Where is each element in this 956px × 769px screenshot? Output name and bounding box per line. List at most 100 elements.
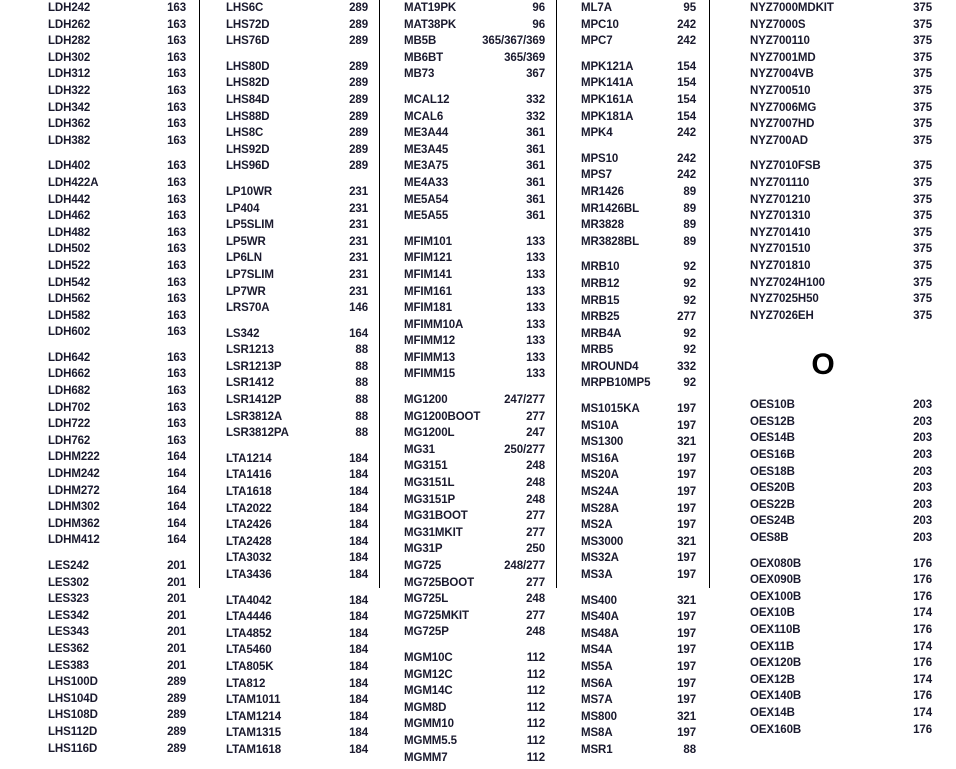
index-entry-row[interactable]: ME3A44 361: [404, 128, 557, 145]
index-entry-row[interactable]: MPK4 242: [581, 128, 710, 145]
index-entry-row[interactable]: NYZ7001MD 375: [750, 52, 956, 70]
index-entry-row[interactable]: LDH312 163: [48, 69, 200, 86]
index-entry-row[interactable]: LDH402 163: [48, 161, 200, 178]
index-entry-row[interactable]: LDH522 163: [48, 260, 200, 278]
index-entry-row[interactable]: LHS116D 289: [48, 743, 200, 761]
index-entry-row[interactable]: OEX140B 176: [750, 691, 956, 708]
index-entry-row[interactable]: LDHM242 164: [48, 469, 200, 486]
index-entry-row[interactable]: MS3000 321: [581, 536, 710, 554]
index-entry-row[interactable]: LHS6C 289: [226, 2, 380, 20]
index-entry-row[interactable]: LSR3812A 88: [226, 411, 380, 429]
index-entry-row[interactable]: MG31MKIT 277: [404, 527, 557, 545]
index-entry-row[interactable]: MGM10C 112: [404, 652, 557, 670]
index-entry-row[interactable]: LSR1412P 88: [226, 395, 380, 412]
index-entry-row[interactable]: MPK141A 154: [581, 78, 710, 95]
index-entry-row[interactable]: LDH322 163: [48, 85, 200, 103]
index-entry-row[interactable]: LTA812 184: [226, 678, 380, 696]
index-entry-row[interactable]: MS1300 321: [581, 437, 710, 454]
index-entry-row[interactable]: MG725 248/277: [404, 560, 557, 578]
index-entry-row[interactable]: OES8B 203: [750, 533, 956, 550]
index-entry-row[interactable]: LHS96D 289: [226, 161, 380, 178]
index-entry-row[interactable]: MFIMM13 133: [404, 352, 557, 370]
index-entry-row[interactable]: MG31 250/277: [404, 444, 557, 462]
index-entry-row[interactable]: MPK161A 154: [581, 94, 710, 112]
index-entry-row[interactable]: LHS100D 289: [48, 677, 200, 694]
index-entry-row[interactable]: LP5SLIM 231: [226, 220, 380, 237]
index-entry-row[interactable]: LSR1213 88: [226, 345, 380, 362]
index-entry-row[interactable]: LHS8C 289: [226, 128, 380, 145]
index-entry-row[interactable]: MCAL12 332: [404, 94, 557, 112]
index-entry-row[interactable]: LTA1214 184: [226, 453, 380, 471]
index-entry-row[interactable]: MPS7 242: [581, 170, 710, 187]
index-entry-row[interactable]: LDH382 163: [48, 135, 200, 153]
index-entry-row[interactable]: MG725BOOT 277: [404, 577, 557, 595]
index-entry-row[interactable]: MS16A 197: [581, 453, 710, 471]
index-entry-row[interactable]: MFIM181 133: [404, 303, 557, 320]
index-entry-row[interactable]: OES14B 203: [750, 433, 956, 450]
index-entry-row[interactable]: MFIM141 133: [404, 269, 557, 287]
index-entry-row[interactable]: MPK181A 154: [581, 111, 710, 129]
index-entry-row[interactable]: MS800 321: [581, 711, 710, 729]
index-entry-row[interactable]: LES383 201: [48, 660, 200, 678]
index-entry-row[interactable]: LDH642 163: [48, 352, 200, 370]
index-entry-row[interactable]: MRB5 92: [581, 345, 710, 362]
index-entry-row[interactable]: MS8A 197: [581, 728, 710, 745]
index-entry-row[interactable]: OES24B 203: [750, 516, 956, 533]
index-entry-row[interactable]: LHS92D 289: [226, 144, 380, 162]
index-entry-row[interactable]: MRB12 92: [581, 278, 710, 296]
index-entry-row[interactable]: ME3A75 361: [404, 161, 557, 178]
index-entry-row[interactable]: NYZ7000S 375: [750, 19, 956, 37]
index-entry-row[interactable]: OES18B 203: [750, 466, 956, 484]
index-entry-row[interactable]: OES12B 203: [750, 416, 956, 434]
index-entry-row[interactable]: NYZ700AD 375: [750, 135, 956, 153]
index-entry-row[interactable]: MS1015KA 197: [581, 404, 710, 421]
index-entry-row[interactable]: NYZ701410 375: [750, 227, 956, 245]
index-entry-row[interactable]: MAT38PK 96: [404, 19, 557, 37]
index-entry-row[interactable]: LDH422A 163: [48, 177, 200, 195]
index-entry-row[interactable]: LTA2426 184: [226, 520, 380, 537]
index-entry-row[interactable]: MS20A 197: [581, 470, 710, 487]
index-entry-row[interactable]: LDH722 163: [48, 419, 200, 436]
index-entry-row[interactable]: MS400 321: [581, 595, 710, 613]
index-entry-row[interactable]: LHS82D 289: [226, 78, 380, 95]
index-entry-row[interactable]: LTAM1011 184: [226, 695, 380, 712]
index-entry-row[interactable]: MG1200BOOT 277: [404, 411, 557, 429]
index-entry-row[interactable]: NYZ7025H50 375: [750, 294, 956, 311]
index-entry-row[interactable]: MG31BOOT 277: [404, 511, 557, 528]
index-entry-row[interactable]: NYZ700510 375: [750, 85, 956, 103]
index-entry-row[interactable]: MPK121A 154: [581, 61, 710, 79]
index-entry-row[interactable]: LP5WR 231: [226, 236, 380, 254]
index-entry-row[interactable]: MG725L 248: [404, 594, 557, 611]
index-entry-row[interactable]: OEX10B 174: [750, 608, 956, 625]
index-entry-row[interactable]: MG1200L 247: [404, 428, 557, 445]
index-entry-row[interactable]: LTA2428 184: [226, 536, 380, 554]
index-entry-row[interactable]: MB5B 365/367/369: [404, 36, 557, 53]
index-entry-row[interactable]: LDH262 163: [48, 19, 200, 37]
index-entry-row[interactable]: LTA3032 184: [226, 553, 380, 570]
index-entry-row[interactable]: NYZ7000MDKIT 375: [750, 2, 956, 20]
index-entry-row[interactable]: OES16B 203: [750, 450, 956, 467]
index-entry-row[interactable]: NYZ700110 375: [750, 36, 956, 53]
index-entry-row[interactable]: LDH582 163: [48, 310, 200, 328]
index-entry-row[interactable]: MFIM121 133: [404, 253, 557, 270]
index-entry-row[interactable]: MFIMM10A 133: [404, 319, 557, 337]
index-entry-row[interactable]: LSR1213P 88: [226, 361, 380, 379]
index-entry-row[interactable]: LTA3436 184: [226, 569, 380, 587]
index-entry-row[interactable]: LES302 201: [48, 577, 200, 595]
index-entry-row[interactable]: OEX160B 176: [750, 724, 956, 742]
index-entry-row[interactable]: NYZ7007HD 375: [750, 119, 956, 136]
index-entry-row[interactable]: LDH562 163: [48, 294, 200, 311]
index-entry-row[interactable]: LES342 201: [48, 610, 200, 628]
index-entry-row[interactable]: LTAM1618 184: [226, 744, 380, 762]
index-entry-row[interactable]: LHS88D 289: [226, 111, 380, 129]
index-entry-row[interactable]: OES22B 203: [750, 499, 956, 517]
index-entry-row[interactable]: LDH542 163: [48, 277, 200, 295]
index-entry-row[interactable]: LDH242 163: [48, 2, 200, 20]
index-entry-row[interactable]: LP404 231: [226, 203, 380, 221]
index-entry-row[interactable]: LP7SLIM 231: [226, 269, 380, 287]
index-entry-row[interactable]: LTA5460 184: [226, 645, 380, 662]
index-entry-row[interactable]: MG3151P 248: [404, 494, 557, 512]
index-entry-row[interactable]: OEX110B 176: [750, 624, 956, 642]
index-entry-row[interactable]: LHS76D 289: [226, 36, 380, 53]
index-entry-row[interactable]: LDH602 163: [48, 327, 200, 344]
